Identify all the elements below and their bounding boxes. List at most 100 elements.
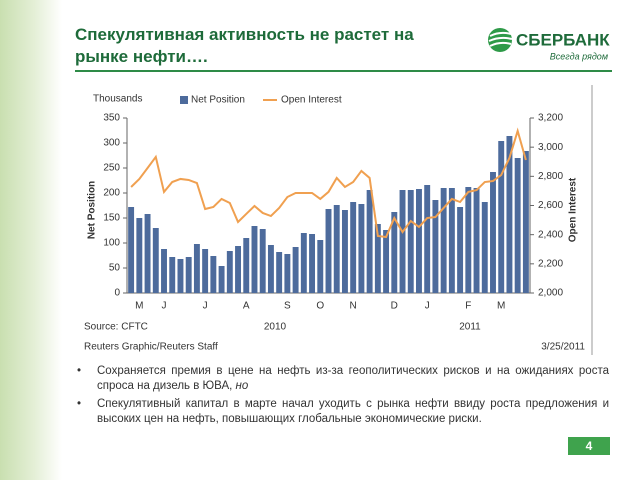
y2-axis-title: Open Interest xyxy=(568,177,579,242)
x-tick-label: M xyxy=(135,301,143,312)
y-tick-label: 100 xyxy=(103,238,120,249)
x-tick-label: J xyxy=(425,301,430,312)
bar xyxy=(235,246,241,293)
bar xyxy=(267,245,274,293)
bar xyxy=(300,233,307,293)
y-tick-label: 0 xyxy=(114,288,120,299)
bar xyxy=(317,240,324,293)
bar xyxy=(374,224,381,293)
bar xyxy=(522,151,529,293)
bullet-text: Сохраняется премия в цене на нефть из-за… xyxy=(97,365,609,392)
bar xyxy=(193,244,200,293)
bullet-text: Спекулятивный капитал в марте начал уход… xyxy=(97,398,609,425)
bar xyxy=(144,214,151,293)
bar xyxy=(416,189,422,293)
title-line: рынке нефти…. xyxy=(75,47,208,66)
bar xyxy=(128,207,135,293)
y2-tick-label: 3,000 xyxy=(538,142,563,153)
x-tick-label: O xyxy=(316,301,324,312)
year-label: 2010 xyxy=(264,322,287,333)
source: Source: CFTC xyxy=(84,322,148,333)
x-tick-label: J xyxy=(203,301,208,312)
bar xyxy=(350,202,357,293)
bar xyxy=(448,188,455,293)
y-tick-label: 250 xyxy=(103,163,120,174)
bar xyxy=(407,190,414,293)
bullet-emphasis: но xyxy=(235,380,249,392)
bar xyxy=(169,257,176,293)
y2-tick-label: 3,200 xyxy=(538,113,563,124)
title: Спекулятивная активность не растет на ры… xyxy=(75,24,414,68)
bar xyxy=(366,190,373,293)
bar xyxy=(185,257,192,293)
bar xyxy=(473,188,480,293)
date: 3/25/2011 xyxy=(541,342,585,353)
bar xyxy=(276,252,283,293)
bar xyxy=(292,247,299,293)
x-tick-label: D xyxy=(391,301,398,312)
bar xyxy=(506,136,513,293)
bar xyxy=(259,229,266,293)
x-tick-label: N xyxy=(350,301,357,312)
bar xyxy=(325,209,332,293)
x-tick-label: S xyxy=(284,301,291,312)
bar xyxy=(341,210,348,293)
y-axis-title: Net Position xyxy=(87,181,98,239)
decoration xyxy=(0,0,62,480)
bullet: Спекулятивный капитал в марте начал уход… xyxy=(77,397,609,427)
bar xyxy=(333,205,340,293)
title-rule xyxy=(75,70,612,72)
credit: Reuters Graphic/Reuters Staff xyxy=(84,342,218,353)
bar xyxy=(432,200,439,293)
bar xyxy=(457,207,464,293)
legend-swatch xyxy=(180,96,188,104)
y-tick-label: 200 xyxy=(103,188,120,199)
year-label: 2011 xyxy=(459,322,481,333)
units-label: Thousands xyxy=(93,94,142,105)
bar xyxy=(243,238,250,293)
y2-tick-label: 2,000 xyxy=(538,288,563,299)
bar xyxy=(251,226,258,293)
line xyxy=(130,127,527,239)
logo: СБЕРБАНК xyxy=(516,30,610,49)
bar xyxy=(481,202,488,293)
bar xyxy=(498,141,505,293)
bar xyxy=(202,249,209,293)
x-tick-label: A xyxy=(243,301,250,312)
page-number: 4 xyxy=(568,437,610,455)
y2-tick-label: 2,800 xyxy=(538,171,563,182)
bar xyxy=(161,249,167,293)
bar xyxy=(424,185,431,293)
x-tick-label: M xyxy=(497,301,505,312)
bar xyxy=(383,230,390,293)
y-tick-label: 300 xyxy=(103,138,120,149)
bullets: Сохраняется премия в цене на нефть из-за… xyxy=(75,364,609,430)
bar xyxy=(399,190,406,293)
bar xyxy=(210,256,217,293)
bar xyxy=(391,212,398,293)
y2-tick-label: 2,400 xyxy=(538,229,563,240)
y-tick-label: 150 xyxy=(103,213,120,224)
y-tick-label: 50 xyxy=(109,263,121,274)
bar xyxy=(226,251,233,293)
y2-tick-label: 2,200 xyxy=(538,258,563,269)
bar xyxy=(136,218,143,293)
bar xyxy=(152,228,159,293)
bar xyxy=(465,187,472,293)
logo-icon xyxy=(488,28,513,52)
x-tick-label: F xyxy=(465,301,471,312)
bullet: Сохраняется премия в цене на нефть из-за… xyxy=(77,364,609,394)
y-tick-label: 350 xyxy=(103,113,120,124)
bar xyxy=(284,254,291,293)
slogan: Всегда рядом xyxy=(550,51,608,61)
bar xyxy=(218,266,225,293)
bar xyxy=(358,204,365,293)
bar xyxy=(514,158,521,293)
legend-label: Open Interest xyxy=(281,95,342,106)
bar xyxy=(440,188,447,293)
title-line: Спекулятивная активность не растет на xyxy=(75,25,414,44)
x-tick-label: J xyxy=(162,301,167,312)
y2-tick-label: 2,600 xyxy=(538,200,563,211)
